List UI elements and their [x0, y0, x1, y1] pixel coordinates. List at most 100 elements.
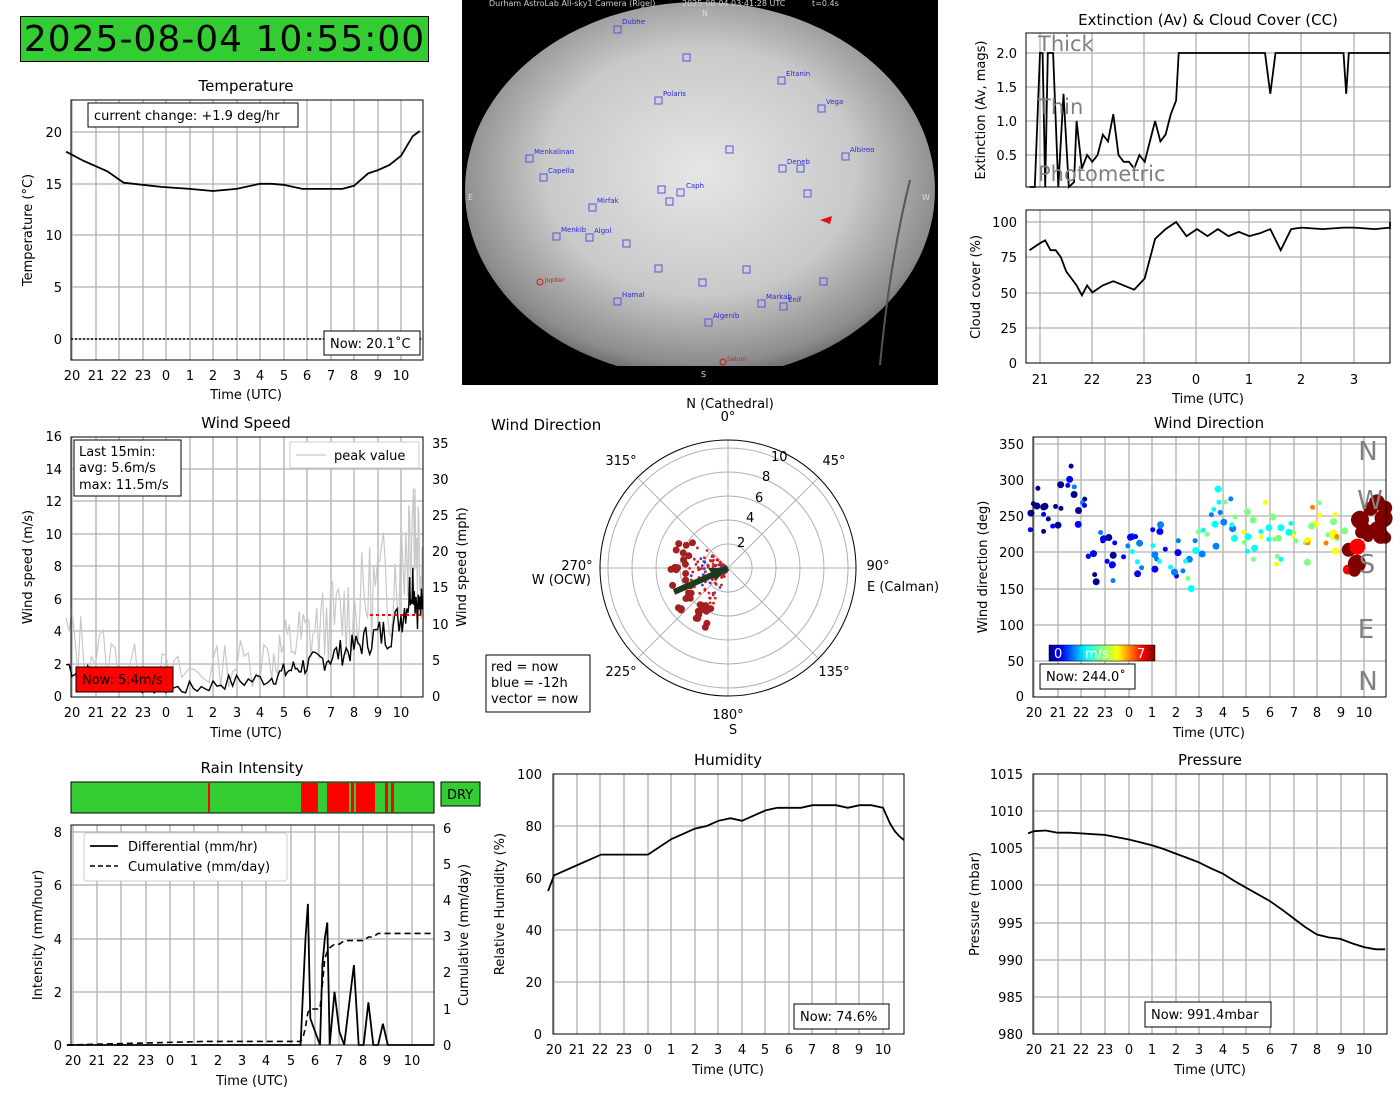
temperature-grid [71, 100, 423, 360]
wind-dir-point [1222, 499, 1228, 505]
wind-dir-point [1109, 551, 1117, 559]
wind-dir-point [1065, 482, 1071, 488]
wind-dir-point [1216, 499, 1222, 505]
humidity-now-label: Now: 74.6% [800, 1010, 877, 1025]
wind-dir-point [1092, 572, 1098, 578]
rain-ytick2: 2 [443, 966, 451, 981]
wind-dir-point [1230, 534, 1238, 542]
star-label: Enif [788, 296, 802, 304]
rain-ytick2: 0 [443, 1039, 451, 1054]
polar-angle-label: 90° [866, 559, 889, 574]
polar-south-label: S [729, 723, 737, 738]
polar-scatter [667, 539, 728, 631]
wind-dir-point [1171, 568, 1178, 576]
wind-dir-point [1082, 496, 1088, 502]
wind-xlabel: Time (UTC) [209, 726, 282, 741]
wind-dir-point [1351, 510, 1369, 529]
timestamp: 2025-08-04 10:55:00 [23, 18, 426, 60]
wind-dir-axes [1032, 436, 1387, 698]
wind-dir-point [1323, 540, 1329, 546]
wind-dir-point [1187, 585, 1195, 593]
wind-dir-point [1041, 511, 1047, 517]
polar-point [720, 563, 724, 566]
rain-yticks2: 0 1 2 3 4 5 6 [443, 822, 451, 1054]
star-label: Vega [826, 98, 843, 106]
humidity-xtick: 3 [714, 1043, 722, 1058]
pressure-xtick: 20 [1026, 1043, 1043, 1058]
wind-dir-point [1249, 516, 1257, 524]
wind-dir-point [1133, 534, 1139, 540]
pressure-xtick: 4 [1219, 1043, 1227, 1058]
wind-dir-compass-label: E [1358, 615, 1374, 645]
wind-dir-point [1220, 518, 1228, 526]
wind-polar-panel: Wind Direction N (Cathedral) E (Calman) … [485, 397, 939, 738]
wind-dir-point [1317, 512, 1322, 518]
wind-ytick2: 5 [432, 654, 440, 669]
wind-dir-xtick: 8 [1313, 706, 1321, 721]
wind-dir-point [1334, 534, 1340, 539]
polar-point [711, 559, 714, 563]
allsky-exposure: t=0.4s [812, 0, 839, 8]
pressure-ytick: 1005 [990, 842, 1023, 857]
humidity-grid [553, 774, 904, 1034]
polar-point [682, 570, 690, 577]
extinction-band-labels: Thick Thin Photometric [1037, 32, 1166, 186]
polar-legend-line: vector = now [491, 692, 579, 707]
polar-point [711, 563, 715, 566]
star-label: Markab [766, 293, 792, 301]
wind-dir-point [1285, 528, 1293, 536]
pressure-xtick: 23 [1097, 1043, 1114, 1058]
pressure-xtick: 3 [1195, 1043, 1203, 1058]
wind-dir-point [1050, 523, 1056, 529]
wind-xtick: 4 [256, 706, 264, 721]
wind-dir-point [1098, 530, 1104, 535]
wind-dir-point [1134, 570, 1142, 578]
pressure-xtick: 10 [1356, 1043, 1373, 1058]
wind-dir-xtick: 7 [1290, 706, 1298, 721]
polar-point [682, 541, 690, 549]
wind-dir-xtick: 20 [1026, 706, 1043, 721]
star-label: Capella [548, 167, 574, 175]
polar-legend-line: red = now [491, 660, 559, 675]
wind-ytick: 6 [54, 593, 62, 608]
polar-angle-label: 270° [561, 559, 592, 574]
rain-xtick: 9 [383, 1054, 391, 1069]
polar-point [714, 564, 717, 568]
cloud-cover-panel: 0 25 50 75 100 21 22 23 0 1 2 3 Time (UTC) Clo… [969, 209, 1391, 407]
pressure-axes [1032, 773, 1388, 1035]
wind-dir-point [1303, 558, 1311, 566]
wind-dir-yticks: 0 50 100 150 200 250 300 350 [999, 438, 1024, 705]
wind-dir-point [1341, 527, 1349, 535]
humidity-ytick: 100 [517, 768, 542, 783]
wind-dir-point [1293, 538, 1299, 544]
wind-dir-now-box [1039, 663, 1136, 690]
wind-dir-point [1070, 491, 1078, 498]
wind-dir-point [1121, 554, 1127, 560]
polar-point [681, 560, 689, 568]
pressure-xtick: 2 [1172, 1043, 1180, 1058]
cloud-ytick: 100 [992, 216, 1017, 231]
cloud-grid [1026, 210, 1390, 363]
polar-point [707, 565, 710, 568]
polar-west-label: W (OCW) [532, 573, 591, 588]
temperature-xtick: 5 [280, 369, 288, 384]
cloud-xtick: 23 [1136, 373, 1153, 388]
polar-ring-label: 8 [762, 470, 770, 485]
wind-dir-compass-label: N [1358, 667, 1377, 697]
cloud-xtick: 2 [1297, 373, 1305, 388]
timestamp-box: 2025-08-04 10:55:00 [20, 16, 429, 62]
rain-xlabel: Time (UTC) [215, 1074, 288, 1089]
polar-point [718, 586, 722, 589]
wind-dir-point [1045, 516, 1051, 522]
wind-dir-point [1125, 543, 1131, 549]
humidity-xtick: 22 [592, 1043, 609, 1058]
star-label: Menkalinan [534, 148, 574, 156]
wind-xtick: 3 [233, 706, 241, 721]
polar-point [720, 583, 723, 587]
rain-ytick: 0 [54, 1039, 62, 1054]
humidity-xtick: 2 [691, 1043, 699, 1058]
wind-dir-compass-label: W [1357, 486, 1383, 516]
allsky-timestamp: 2025-08-04 03:41:28 UTC [682, 0, 786, 8]
wind-dir-point [1349, 538, 1366, 555]
wind-dir-point [1258, 534, 1264, 540]
